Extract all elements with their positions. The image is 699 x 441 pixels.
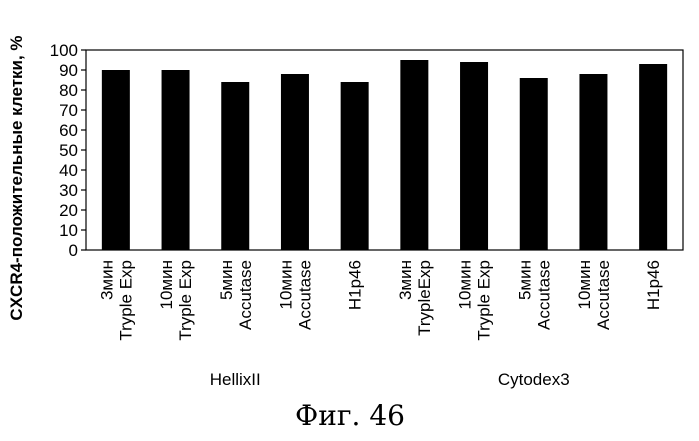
bar [400,60,428,250]
y-tick-label: 20 [59,201,78,220]
bar [520,78,548,250]
x-tick-label: Accutase [594,260,613,330]
y-tick-label: 50 [59,141,78,160]
x-tick-label: 10мин [456,260,475,309]
x-tick-label: 3мин [396,260,415,300]
x-tick-label: 10мин [575,260,594,309]
x-tick-label: H1p46 [346,260,365,310]
bar [102,70,130,250]
bar [221,82,249,250]
x-tick-label: 10мин [157,260,176,309]
x-tick-label: Tryple Exp [176,260,195,341]
y-tick-label: 10 [59,221,78,240]
bar [460,62,488,250]
bar [281,74,309,250]
y-tick-label: 90 [59,61,78,80]
plot-area: 01020304050607080901003минTryple Exp10ми… [50,41,683,389]
x-tick-label: Accutase [295,260,314,330]
y-tick-label: 80 [59,81,78,100]
x-tick-label: Accutase [236,260,255,330]
y-tick-label: 30 [59,181,78,200]
bar [162,70,190,250]
bar [639,64,667,250]
y-tick-label: 60 [59,121,78,140]
y-tick-label: 100 [50,41,78,60]
y-tick-label: 0 [69,241,78,260]
y-tick-label: 70 [59,101,78,120]
group-label: HellixII [210,370,261,389]
bar [579,74,607,250]
x-tick-label: Tryple Exp [475,260,494,341]
x-tick-label: 10мин [276,260,295,309]
x-tick-label: 3мин [97,260,116,300]
bar [341,82,369,250]
group-label: Cytodex3 [498,370,570,389]
x-tick-label: 5мин [217,260,236,300]
x-tick-label: TrypleExp [415,260,434,336]
x-tick-label: 5мин [515,260,534,300]
figure-caption: Фиг. 46 [295,399,405,432]
x-tick-label: Tryple Exp [116,260,135,341]
x-tick-label: H1p46 [644,260,663,310]
y-tick-label: 40 [59,161,78,180]
y-axis-label: CXCR4-положительные клетки, % [7,35,26,320]
x-tick-label: Accutase [534,260,553,330]
